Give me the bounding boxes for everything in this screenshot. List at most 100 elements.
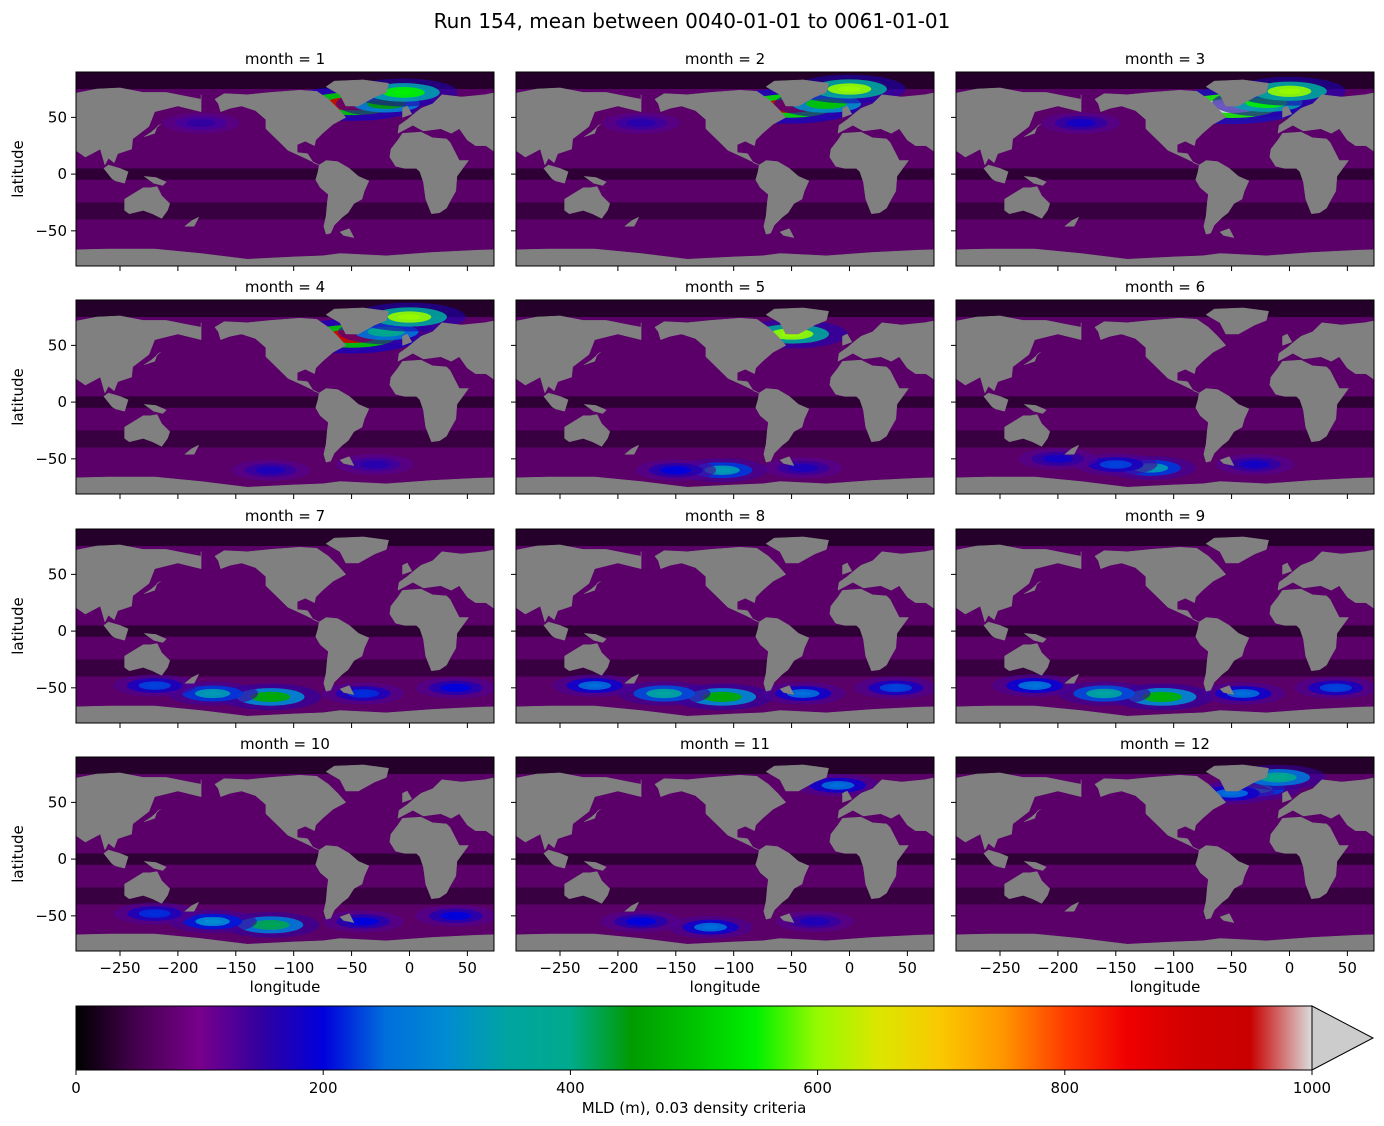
panel-frame xyxy=(75,756,495,952)
land-mask xyxy=(325,536,389,564)
land-mask xyxy=(1023,404,1047,414)
land-mask xyxy=(1269,359,1349,443)
land-mask xyxy=(956,705,1082,723)
map-panel-month-2: month = 2 xyxy=(511,50,935,271)
land-mask xyxy=(583,404,607,414)
map-panel-month-8: month = 8 xyxy=(511,507,935,728)
land-mask xyxy=(76,315,202,394)
low-mld-band xyxy=(956,853,1374,865)
land-mask xyxy=(339,685,355,695)
mld-hotspot xyxy=(829,783,847,788)
land-mask xyxy=(755,388,810,463)
land-mask xyxy=(516,544,642,623)
low-mld-band xyxy=(516,529,934,547)
land-mask xyxy=(325,764,389,792)
land-mask xyxy=(1064,444,1080,455)
land-mask xyxy=(516,772,642,851)
land-mask xyxy=(103,849,129,869)
y-tick-label: −50 xyxy=(35,450,67,468)
y-axis-label: latitude xyxy=(9,140,27,198)
land-mask xyxy=(389,359,469,443)
y-axis-label: latitude xyxy=(9,368,27,426)
land-mask xyxy=(640,934,934,951)
colorbar-tick-label: 600 xyxy=(803,1079,832,1097)
land-mask xyxy=(1064,901,1080,912)
panel-title: month = 10 xyxy=(240,735,330,753)
land-mask xyxy=(1277,92,1374,152)
land-mask xyxy=(103,621,129,641)
land-mask xyxy=(1080,249,1374,266)
land-mask xyxy=(516,87,642,166)
panel-title: month = 2 xyxy=(685,50,765,68)
y-tick-label: −50 xyxy=(35,679,67,697)
mld-hotspot xyxy=(355,691,372,696)
land-mask xyxy=(315,845,370,920)
panel-title: month = 7 xyxy=(245,507,325,525)
land-mask xyxy=(624,673,640,684)
panel-title: month = 5 xyxy=(685,278,765,296)
land-mask xyxy=(143,861,167,871)
land-mask xyxy=(200,706,494,723)
land-mask xyxy=(339,228,355,238)
mld-hotspot xyxy=(1278,88,1301,95)
land-mask xyxy=(1094,89,1227,166)
colorbar-tick-label: 1000 xyxy=(1293,1079,1331,1097)
mld-hotspot xyxy=(794,691,812,696)
panel-frame xyxy=(515,71,935,267)
x-tick-label: −50 xyxy=(1216,959,1248,977)
land-mask xyxy=(1080,477,1374,494)
low-mld-band xyxy=(516,625,934,637)
panel-title: month = 4 xyxy=(245,278,325,296)
land-mask xyxy=(184,216,200,227)
low-mld-band xyxy=(76,430,494,448)
land-mask xyxy=(103,164,129,184)
land-mask xyxy=(837,549,934,609)
land-mask xyxy=(1282,562,1293,575)
land-mask xyxy=(1064,673,1080,684)
land-mask xyxy=(1195,160,1250,235)
land-mask xyxy=(543,392,569,412)
mld-hotspot xyxy=(633,919,649,924)
land-mask xyxy=(1094,546,1227,623)
mld-hotspot xyxy=(204,919,222,924)
land-mask xyxy=(200,249,494,266)
land-mask xyxy=(325,79,389,107)
land-mask xyxy=(1219,456,1235,466)
x-axis-label: longitude xyxy=(1130,978,1201,996)
panel-frame xyxy=(515,299,935,495)
land-mask xyxy=(184,673,200,684)
land-mask xyxy=(1282,790,1293,803)
mld-hotspot xyxy=(447,685,464,690)
low-mld-band xyxy=(76,529,494,547)
low-mld-band xyxy=(956,300,1374,318)
x-tick-label: −100 xyxy=(273,959,314,977)
panel-title: month = 9 xyxy=(1125,507,1205,525)
mld-hotspot xyxy=(1268,774,1288,780)
land-mask xyxy=(837,320,934,380)
map-panel-month-12: month = 12 −250 −200 −150 −100 −50 0 50 longitud… xyxy=(951,735,1375,996)
land-mask xyxy=(1269,816,1349,900)
x-tick-label: 50 xyxy=(458,959,477,977)
mld-hotspot xyxy=(260,694,281,700)
land-mask xyxy=(1094,774,1227,851)
low-mld-band xyxy=(76,396,494,408)
colorbar-frame xyxy=(75,1005,1312,1071)
land-mask xyxy=(842,333,853,346)
panel-title: month = 12 xyxy=(1120,735,1210,753)
y-tick-label: 0 xyxy=(57,850,67,868)
land-mask xyxy=(124,643,171,676)
land-mask xyxy=(1205,536,1269,564)
mld-hotspot xyxy=(1050,456,1066,461)
land-mask xyxy=(1064,216,1080,227)
land-mask xyxy=(214,546,347,623)
land-mask xyxy=(76,933,202,951)
x-tick-label: −150 xyxy=(215,959,256,977)
land-mask xyxy=(76,544,202,623)
land-mask xyxy=(144,580,161,594)
low-mld-band xyxy=(956,625,1374,637)
land-mask xyxy=(654,546,787,623)
land-mask xyxy=(103,392,129,412)
land-mask xyxy=(1277,320,1374,380)
y-tick-label: 50 xyxy=(48,336,67,354)
y-tick-label: 0 xyxy=(57,622,67,640)
